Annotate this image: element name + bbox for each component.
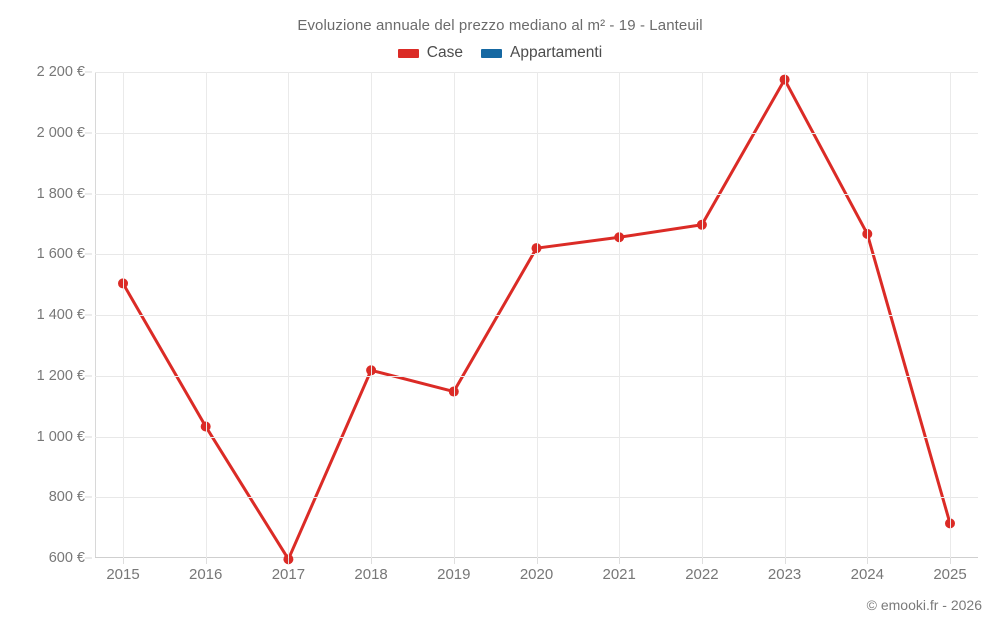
- x-axis-tick-mark: [619, 558, 621, 564]
- x-axis-tick-label: 2017: [271, 566, 306, 583]
- x-axis-labels: 2015 2016 2017 2018 2019 2020 2021 2022 2023 2024…: [95, 558, 978, 588]
- gridline-vertical: [123, 72, 124, 558]
- x-axis-tick-label: 2019: [437, 566, 471, 583]
- y-axis-tick-label: 600 €: [48, 550, 85, 566]
- gridline-vertical: [867, 72, 869, 558]
- legend-label-case: Case: [426, 44, 463, 61]
- gridline-vertical: [536, 72, 538, 558]
- x-axis-tick-mark: [950, 558, 951, 564]
- y-axis-tick-mark: [85, 132, 92, 134]
- legend-item-case[interactable]: Case: [397, 44, 463, 62]
- x-axis-tick-mark: [536, 558, 538, 564]
- y-axis-tick-label: 2 200 €: [36, 64, 85, 80]
- y-axis-tick-label: 1 600 €: [36, 246, 85, 263]
- legend-label-appartamenti: Appartamenti: [509, 44, 603, 61]
- x-axis-tick-mark: [867, 558, 869, 564]
- y-axis-tick-mark: [85, 314, 92, 316]
- gridline-vertical: [950, 72, 951, 558]
- gridline-vertical: [453, 72, 455, 558]
- x-axis-tick-mark: [123, 558, 124, 564]
- y-axis-labels: 600 € 800 € 1 000 € 1 200 € 1 400 € 1 600 € 1 …: [0, 64, 92, 566]
- x-axis-tick-mark: [701, 558, 703, 564]
- x-axis-tick-mark: [453, 558, 455, 564]
- x-axis-tick-mark: [371, 558, 373, 564]
- y-axis-tick-mark: [85, 193, 92, 194]
- gridline-vertical: [701, 72, 703, 558]
- x-axis-tick-label: 2015: [106, 566, 140, 583]
- y-axis-tick-label: 1 000 €: [36, 428, 85, 445]
- x-axis-tick-label: 2021: [602, 566, 636, 583]
- x-axis-tick-label: 2024: [850, 566, 884, 583]
- plot-area: [95, 72, 978, 565]
- y-axis-tick-mark: [85, 253, 92, 255]
- x-axis-tick-label: 2016: [189, 566, 223, 583]
- y-axis-tick-mark: [85, 375, 92, 377]
- gridline-vertical: [371, 72, 373, 558]
- legend-swatch-case: [397, 48, 419, 58]
- x-axis-tick-mark: [288, 558, 290, 564]
- x-axis-tick-label: 2025: [933, 566, 967, 583]
- x-axis-tick-label: 2020: [519, 566, 554, 583]
- gridline-vertical: [784, 72, 786, 558]
- y-axis-tick-mark: [85, 436, 92, 437]
- y-axis-tick-mark: [85, 496, 92, 498]
- x-axis-tick-label: 2022: [685, 566, 719, 583]
- gridline-vertical: [205, 72, 207, 558]
- y-axis-tick-label: 800 €: [48, 489, 85, 506]
- gridline-vertical: [288, 72, 290, 558]
- x-axis-tick-label: 2023: [767, 566, 802, 583]
- x-axis-tick-mark: [205, 558, 207, 564]
- x-axis-tick-mark: [784, 558, 786, 564]
- chart-title: Evoluzione annuale del prezzo mediano al…: [297, 17, 703, 34]
- y-axis-tick-label: 2 000 €: [36, 124, 85, 141]
- y-axis-tick-label: 1 800 €: [36, 185, 85, 202]
- y-axis-tick-label: 1 200 €: [36, 367, 85, 384]
- y-axis-tick-mark: [85, 557, 92, 559]
- y-axis-tick-label: 1 400 €: [36, 307, 85, 323]
- chart-legend: Case Appartamenti: [0, 44, 1000, 62]
- x-axis-tick-label: 2018: [354, 566, 388, 583]
- gridline-vertical: [619, 72, 621, 558]
- legend-item-appartamenti[interactable]: Appartamenti: [480, 44, 603, 62]
- y-axis-tick-mark: [85, 71, 92, 73]
- legend-swatch-appartamenti: [480, 48, 502, 58]
- footer-credit: © emooki.fr - 2026: [866, 597, 982, 613]
